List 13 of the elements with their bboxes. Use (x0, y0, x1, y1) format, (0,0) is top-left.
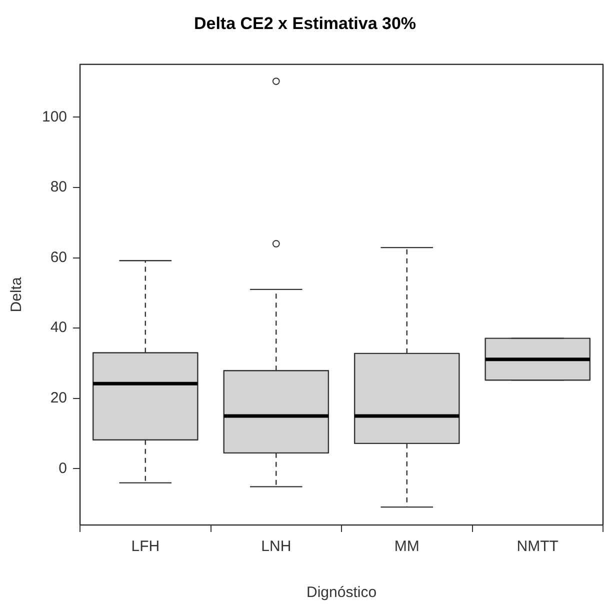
y-tick-label: 100 (42, 108, 68, 126)
x-tick-label: LNH (261, 538, 292, 556)
x-tick-label: MM (394, 538, 420, 556)
y-axis-title: Delta (8, 276, 26, 312)
x-axis-title: Dignóstico (306, 584, 377, 602)
chart-title: Delta CE2 x Estimativa 30% (194, 14, 416, 33)
y-tick-label: 20 (50, 390, 68, 407)
y-tick-label: 0 (58, 460, 68, 477)
x-tick-label: LFH (131, 538, 160, 556)
x-tick-label: NMTT (516, 538, 558, 556)
y-tick-label: 40 (50, 319, 68, 336)
y-tick-label: 80 (50, 178, 68, 196)
y-tick-label: 60 (50, 248, 68, 266)
